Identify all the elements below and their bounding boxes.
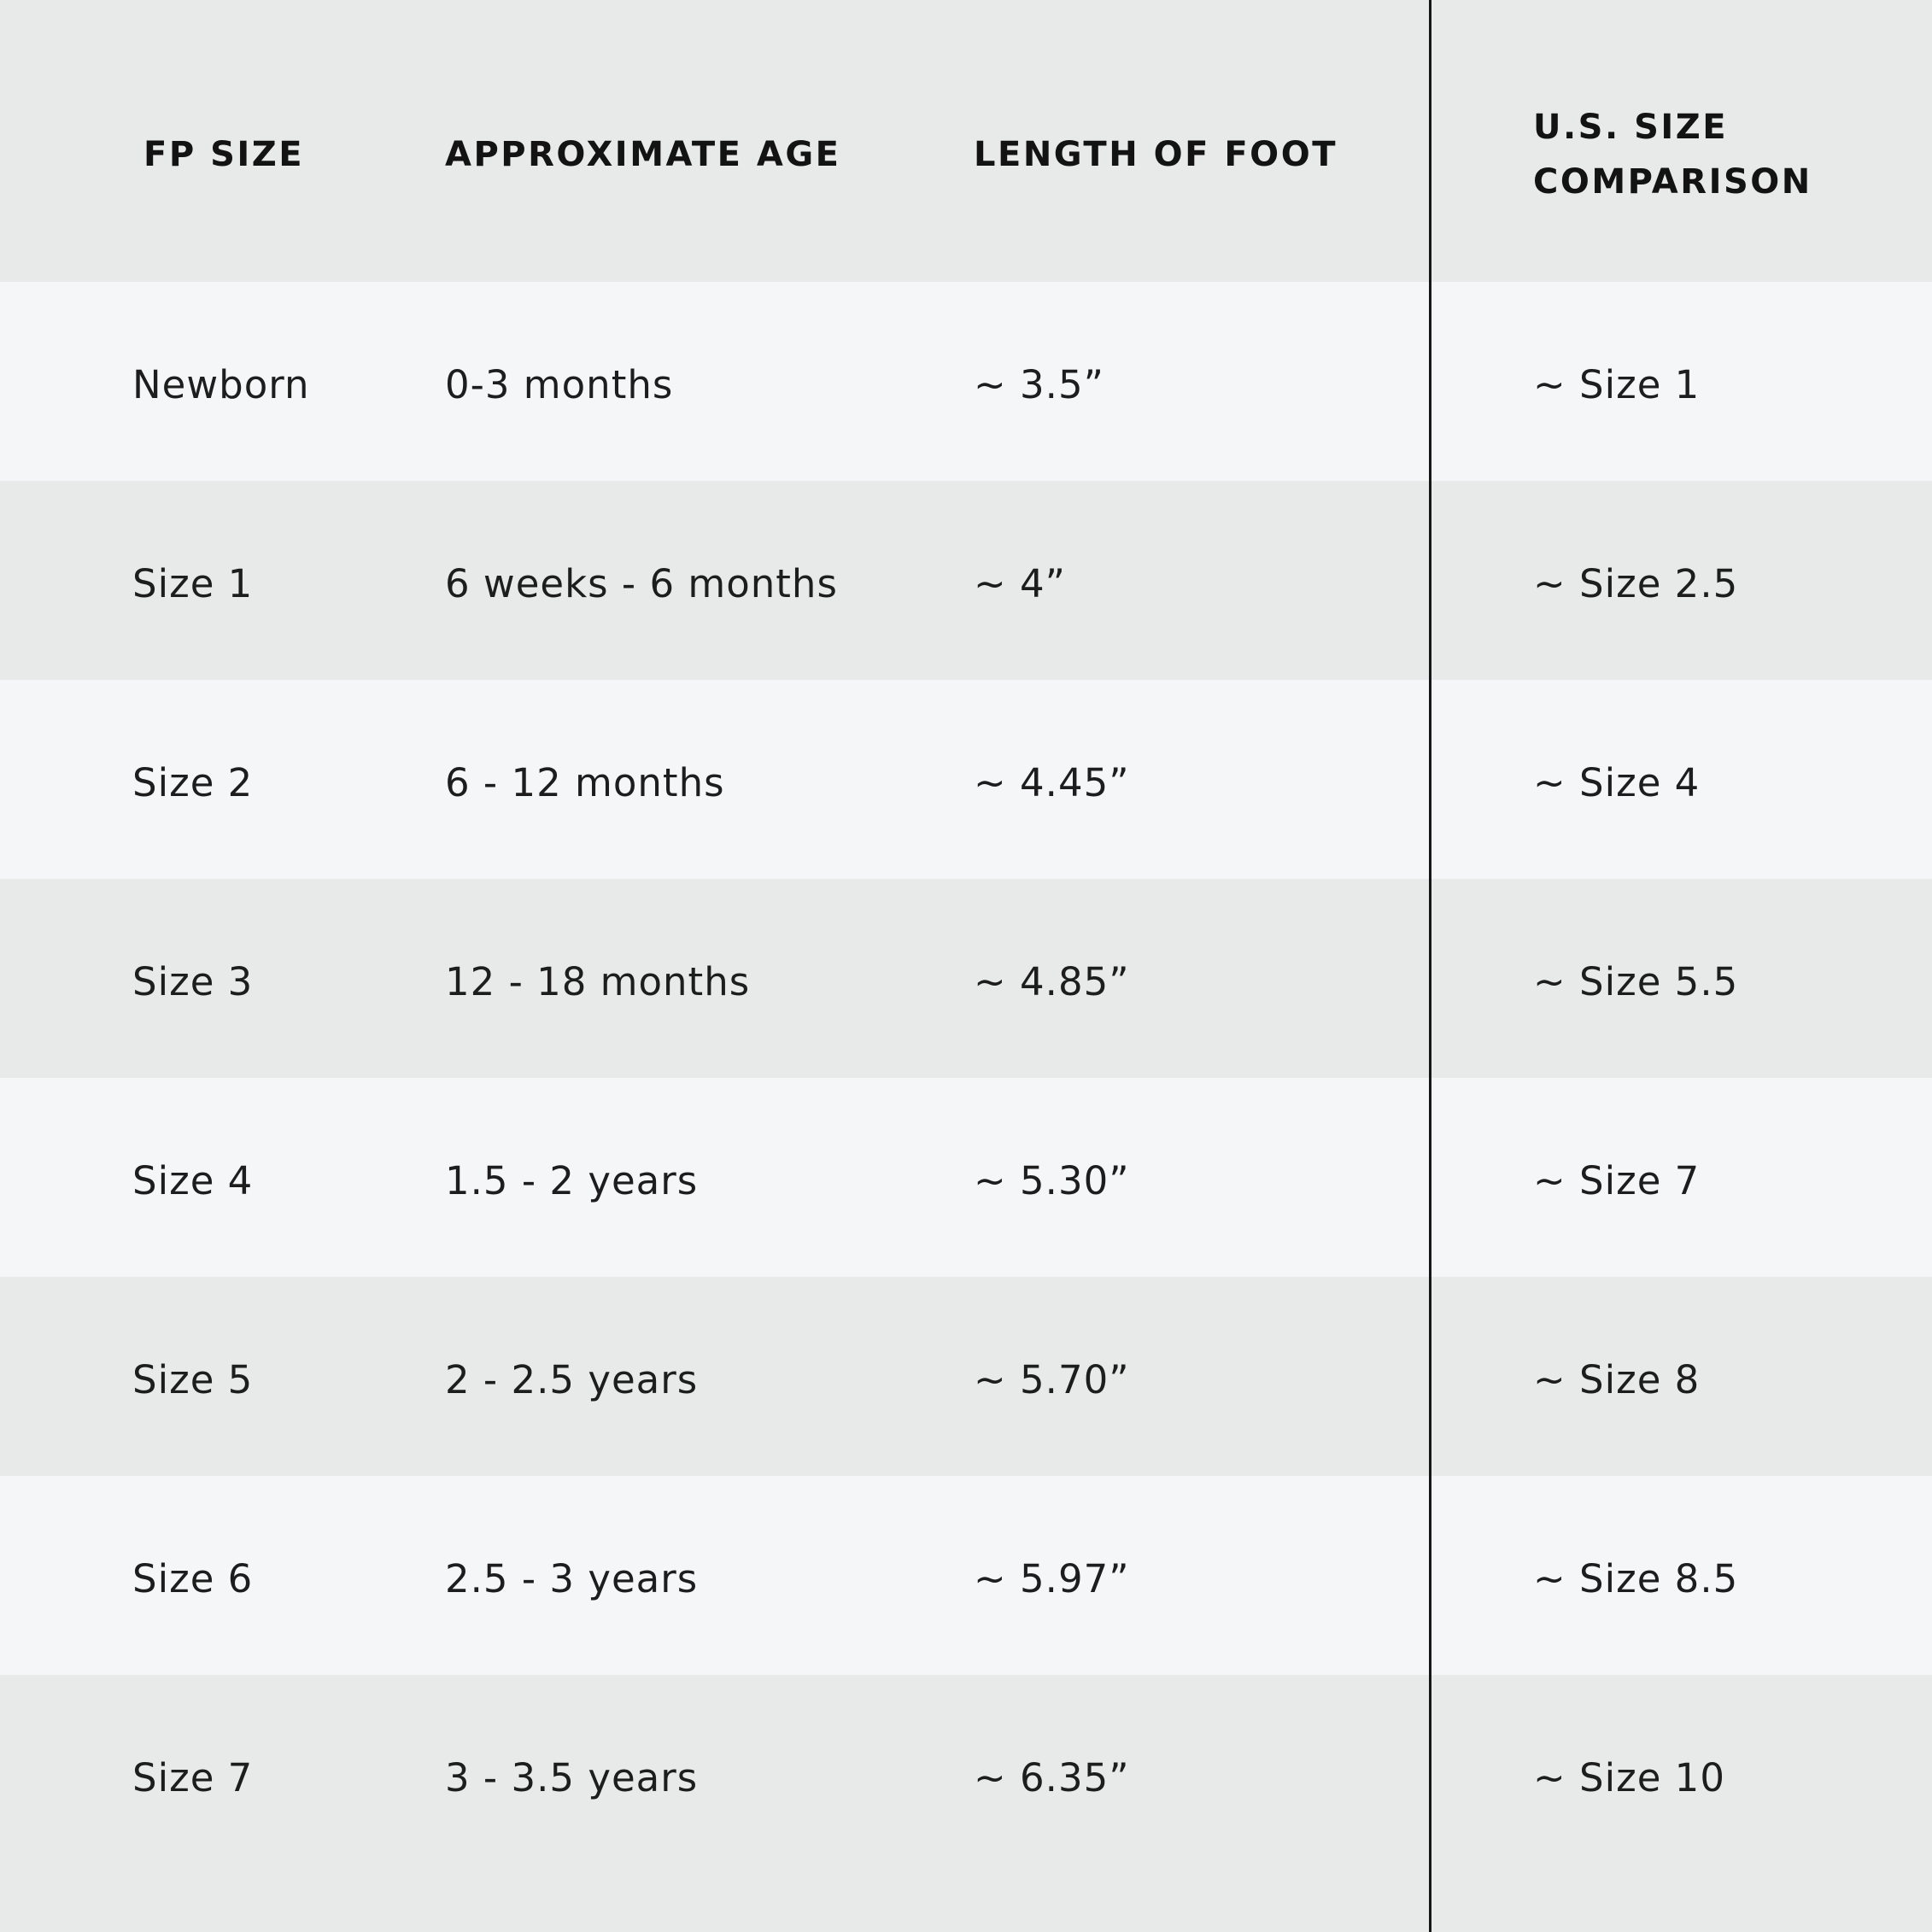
column-divider-line: [1429, 0, 1431, 1932]
column-header-fp-size: FP SIZE: [0, 0, 445, 282]
column-header-length-of-foot: LENGTH OF FOOT: [974, 0, 1429, 282]
table-row: Size 2 6 - 12 months ~ 4.45” ~ Size 4: [0, 680, 1932, 879]
cell-fp-size: Size 5: [0, 1277, 445, 1476]
us-size-value: ~ Size 5.5: [1533, 959, 1739, 1004]
us-size-value: ~ Size 8.5: [1533, 1556, 1739, 1601]
table-row: Size 7 3 - 3.5 years ~ 6.35” ~ Size 10: [0, 1675, 1932, 1932]
us-size-value: ~ Size 4: [1533, 760, 1701, 805]
cell-fp-size: Size 2: [0, 680, 445, 879]
table-row: Newborn 0-3 months ~ 3.5” ~ Size 1: [0, 282, 1932, 481]
foot-length-value: ~ 4.85”: [974, 959, 1130, 1004]
cell-length-of-foot: ~ 5.97”: [974, 1476, 1429, 1675]
fp-size-value: Size 4: [132, 1158, 254, 1203]
cell-approximate-age: 6 weeks - 6 months: [445, 481, 974, 680]
cell-fp-size: Newborn: [0, 282, 445, 481]
cell-us-size-comparison: ~ Size 4: [1429, 680, 1932, 879]
fp-size-value: Size 5: [132, 1357, 254, 1402]
cell-us-size-comparison: ~ Size 7: [1429, 1078, 1932, 1277]
fp-size-value: Size 2: [132, 760, 254, 805]
fp-size-value: Size 1: [132, 561, 254, 606]
cell-us-size-comparison: ~ Size 8.5: [1429, 1476, 1932, 1675]
cell-approximate-age: 1.5 - 2 years: [445, 1078, 974, 1277]
age-value: 2 - 2.5 years: [445, 1357, 699, 1402]
cell-approximate-age: 2.5 - 3 years: [445, 1476, 974, 1675]
cell-approximate-age: 0-3 months: [445, 282, 974, 481]
table-header-row: FP SIZE APPROXIMATE AGE LENGTH OF FOOT U…: [0, 0, 1932, 282]
cell-approximate-age: 2 - 2.5 years: [445, 1277, 974, 1476]
table-row: Size 3 12 - 18 months ~ 4.85” ~ Size 5.5: [0, 879, 1932, 1078]
age-value: 6 weeks - 6 months: [445, 561, 838, 606]
column-header-label: U.S. SIZE COMPARISON: [1533, 108, 1812, 202]
age-value: 2.5 - 3 years: [445, 1556, 699, 1601]
cell-fp-size: Size 6: [0, 1476, 445, 1675]
cell-length-of-foot: ~ 4”: [974, 481, 1429, 680]
table-row: Size 1 6 weeks - 6 months ~ 4” ~ Size 2.…: [0, 481, 1932, 680]
foot-length-value: ~ 5.97”: [974, 1556, 1130, 1601]
us-size-value: ~ Size 10: [1533, 1755, 1725, 1800]
cell-fp-size: Size 4: [0, 1078, 445, 1277]
age-value: 12 - 18 months: [445, 959, 751, 1004]
table-row: Size 4 1.5 - 2 years ~ 5.30” ~ Size 7: [0, 1078, 1932, 1277]
foot-length-value: ~ 6.35”: [974, 1755, 1130, 1800]
foot-length-value: ~ 4”: [974, 561, 1066, 606]
table-row: Size 6 2.5 - 3 years ~ 5.97” ~ Size 8.5: [0, 1476, 1932, 1675]
cell-length-of-foot: ~ 3.5”: [974, 282, 1429, 481]
cell-us-size-comparison: ~ Size 2.5: [1429, 481, 1932, 680]
cell-fp-size: Size 7: [0, 1675, 445, 1874]
table-row: Size 5 2 - 2.5 years ~ 5.70” ~ Size 8: [0, 1277, 1932, 1476]
cell-length-of-foot: ~ 4.85”: [974, 879, 1429, 1078]
fp-size-value: Newborn: [132, 362, 310, 407]
column-header-approximate-age: APPROXIMATE AGE: [445, 0, 974, 282]
column-header-label: LENGTH OF FOOT: [974, 135, 1338, 174]
foot-length-value: ~ 5.70”: [974, 1357, 1130, 1402]
age-value: 1.5 - 2 years: [445, 1158, 699, 1203]
cell-approximate-age: 6 - 12 months: [445, 680, 974, 879]
foot-length-value: ~ 3.5”: [974, 362, 1104, 407]
foot-length-value: ~ 5.30”: [974, 1158, 1130, 1203]
cell-approximate-age: 3 - 3.5 years: [445, 1675, 974, 1874]
us-size-value: ~ Size 7: [1533, 1158, 1701, 1203]
foot-length-value: ~ 4.45”: [974, 760, 1130, 805]
cell-us-size-comparison: ~ Size 8: [1429, 1277, 1932, 1476]
cell-approximate-age: 12 - 18 months: [445, 879, 974, 1078]
column-header-label: APPROXIMATE AGE: [445, 135, 841, 174]
cell-us-size-comparison: ~ Size 1: [1429, 282, 1932, 481]
column-header-label: FP SIZE: [143, 135, 305, 174]
cell-length-of-foot: ~ 5.70”: [974, 1277, 1429, 1476]
fp-size-value: Size 7: [132, 1755, 254, 1800]
cell-fp-size: Size 1: [0, 481, 445, 680]
us-size-value: ~ Size 2.5: [1533, 561, 1739, 606]
age-value: 0-3 months: [445, 362, 674, 407]
cell-us-size-comparison: ~ Size 10: [1429, 1675, 1932, 1874]
us-size-value: ~ Size 8: [1533, 1357, 1701, 1402]
age-value: 6 - 12 months: [445, 760, 725, 805]
column-header-us-size-comparison: U.S. SIZE COMPARISON: [1429, 0, 1932, 282]
cell-length-of-foot: ~ 6.35”: [974, 1675, 1429, 1874]
fp-size-value: Size 3: [132, 959, 254, 1004]
us-size-value: ~ Size 1: [1533, 362, 1701, 407]
cell-us-size-comparison: ~ Size 5.5: [1429, 879, 1932, 1078]
age-value: 3 - 3.5 years: [445, 1755, 699, 1800]
fp-size-value: Size 6: [132, 1556, 254, 1601]
cell-length-of-foot: ~ 5.30”: [974, 1078, 1429, 1277]
cell-length-of-foot: ~ 4.45”: [974, 680, 1429, 879]
cell-fp-size: Size 3: [0, 879, 445, 1078]
